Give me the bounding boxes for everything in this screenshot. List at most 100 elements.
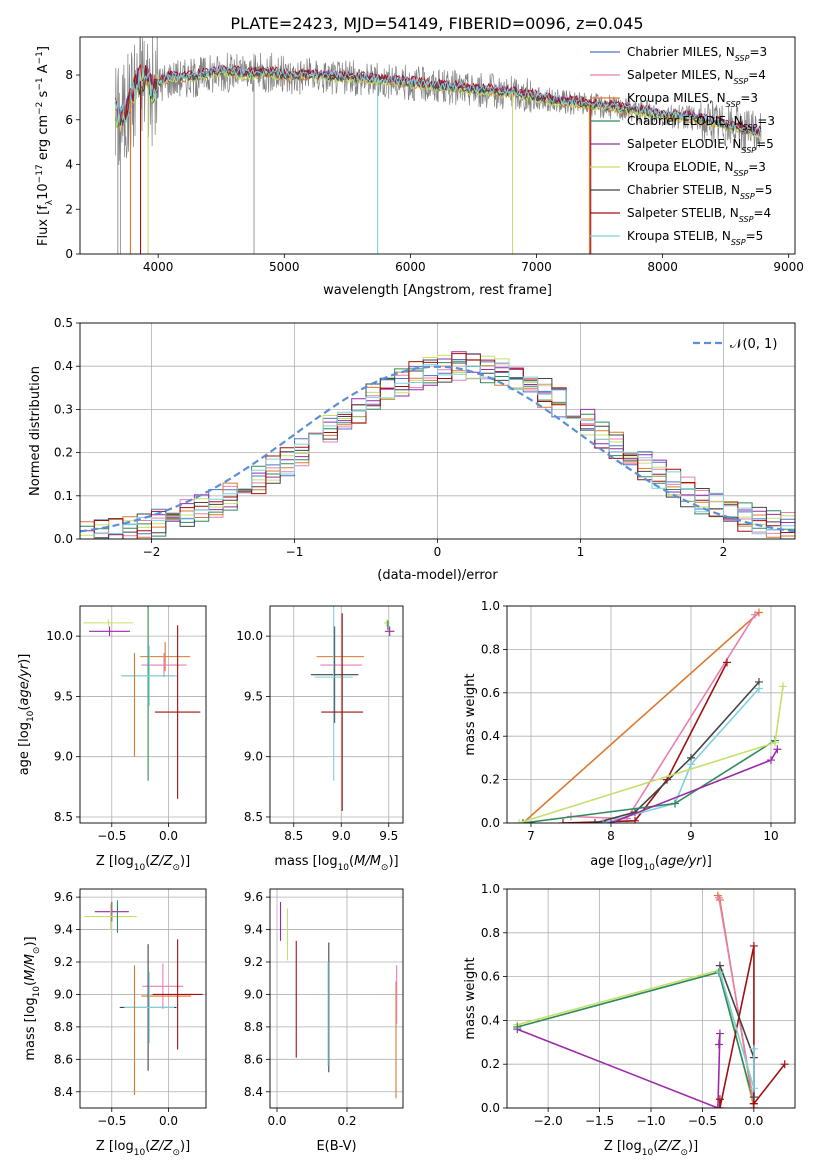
x-axis-label-part: age/yr [660, 854, 703, 869]
x-tick-label: 9000 [773, 260, 804, 274]
x-tick-label: 8000 [647, 260, 678, 274]
x-tick-label: 0.0 [159, 829, 178, 843]
x-axis-label: mass [log10(M/M⊙)] [274, 854, 398, 873]
plot-area [114, 37, 762, 254]
y-axis-label-part: ( [17, 706, 32, 711]
weight-marker [671, 799, 679, 808]
weight-marker [513, 1022, 522, 1031]
x-axis-label-part: ⊙ [381, 863, 389, 873]
y-axis-label: Flux [fλ10−17 erg cm−2 s−1 A−1] [35, 46, 55, 246]
x-tick-label: 9.5 [379, 829, 398, 843]
x-axis-label-part: ( [145, 1139, 150, 1154]
y-tick-label: 9.6 [54, 890, 73, 904]
y-axis-label-part: s [36, 90, 51, 101]
histogram-step [80, 362, 795, 539]
y-axis-label: mass [log10(M/M⊙)] [23, 936, 42, 1060]
weight-line [594, 681, 760, 823]
y-axis-label: mass weight [463, 957, 478, 1039]
weight-line [517, 1028, 721, 1108]
x-axis-label-part: 10 [134, 1148, 146, 1158]
y-axis-label-part: −17 [35, 164, 45, 183]
y-tick-label: 9.0 [244, 987, 263, 1001]
weight-marker [599, 819, 607, 823]
x-tick-label: 5000 [269, 260, 300, 274]
y-axis-label-part: ] [36, 46, 51, 51]
x-axis-label-part: )] [702, 854, 712, 869]
legend-label: Chabrier MILES, N [627, 45, 735, 59]
y-tick-label: 9.0 [54, 750, 73, 764]
y-tick-label: 8.4 [54, 1085, 73, 1099]
legend-label: Chabrier STELIB, N [627, 183, 740, 197]
x-tick-label: 0.0 [159, 1114, 178, 1128]
weight-marker [714, 1040, 723, 1049]
y-tick-label: 9.4 [54, 923, 73, 937]
weight-line [602, 687, 760, 823]
legend-entry: Kroupa MILES, NSSP=3 [627, 91, 758, 109]
x-axis-label-part: 10 [134, 863, 146, 873]
y-axis-label-part: λ [45, 199, 55, 205]
legend-sub: SSP [734, 169, 749, 178]
legend-value: =3 [748, 160, 766, 174]
x-tick-label: −1 [286, 545, 304, 559]
weight-marker [715, 1029, 724, 1038]
x-axis-label: Z [log10(Z/Z⊙)] [96, 854, 190, 873]
y-axis-label-part: )] [17, 654, 32, 664]
y-tick-label: 9.0 [54, 987, 73, 1001]
weight-marker [771, 738, 779, 747]
weight-marker [749, 1084, 758, 1093]
y-axis-label-part: ( [23, 981, 38, 986]
y-tick-label: 9.5 [54, 689, 73, 703]
x-tick-label: 0.0 [267, 1114, 286, 1128]
legend-entry: Kroupa STELIB, NSSP=5 [627, 229, 763, 247]
y-tick-label: 6 [65, 113, 73, 127]
x-tick-label: 0 [434, 545, 442, 559]
x-axis-label-part: )] [180, 1139, 190, 1154]
legend-entry: Chabrier ELODIE, NSSP=3 [627, 114, 775, 132]
legend-sub: SSP [735, 54, 750, 63]
legend-label: Salpeter ELODIE, N [627, 137, 741, 151]
x-tick-label: 0.0 [744, 1114, 763, 1128]
legend-label: Chabrier ELODIE, N [627, 114, 743, 128]
legend-value: =5 [756, 137, 774, 151]
y-axis-label-part: ⊙ [32, 947, 42, 955]
weight-marker [749, 1093, 758, 1102]
axes-frame [506, 605, 796, 824]
axis-layer: −2 −1 0 1 2 0.0 0.1 0.2 0.3 0.4 0.5 (data-model)/er… [28, 316, 796, 583]
x-tick-label: 1 [577, 545, 585, 559]
y-tick-label: 0.8 [481, 642, 500, 656]
weight-marker [755, 684, 763, 693]
legend-value: =5 [746, 229, 764, 243]
x-axis-label-part: 10 [643, 863, 655, 873]
y-tick-label: 8.8 [54, 1020, 73, 1034]
legend-entry: Chabrier STELIB, NSSP=5 [627, 183, 772, 201]
weight-marker [713, 1104, 722, 1108]
axes-frame [269, 605, 404, 824]
x-tick-label: −1.0 [636, 1114, 665, 1128]
legend: 𝒩(0, 1) [693, 337, 777, 352]
x-tick-label: 8 [607, 829, 615, 843]
y-tick-label: 2 [65, 202, 73, 216]
plot-area [515, 608, 787, 823]
x-tick-label: −0.5 [688, 1114, 717, 1128]
legend-entry: Kroupa ELODIE, NSSP=3 [627, 160, 766, 178]
y-tick-label: 0.4 [54, 359, 73, 373]
x-axis-label: (data-model)/error [377, 568, 498, 583]
y-tick-label: 0.0 [54, 532, 73, 546]
y-tick-label: 0.4 [481, 729, 500, 743]
weight-marker [519, 819, 527, 823]
weight-marker [714, 893, 723, 902]
y-tick-label: 9.0 [244, 750, 263, 764]
weight-marker [780, 1060, 789, 1069]
y-axis-label-part: erg cm [36, 115, 51, 164]
x-axis-label: Z [log10(Z/Z⊙)] [604, 1139, 698, 1158]
panel-mass_vs_EBV: 0.0 0.2 8.4 8.6 8.8 9.0 9.2 9.4 9.6 E(B-V) [244, 888, 404, 1154]
axes-frame [79, 605, 207, 824]
model-spectrum-line [114, 65, 762, 136]
y-tick-label: 8.6 [244, 1052, 263, 1066]
y-axis-label-part: −1 [35, 77, 45, 90]
y-tick-label: 0.2 [54, 446, 73, 460]
y-tick-label: 9.6 [244, 890, 263, 904]
x-axis-label-part: Z/Z [657, 1139, 681, 1154]
weight-marker [631, 816, 639, 823]
figure-title: PLATE=2423, MJD=54149, FIBERID=0096, z=0… [230, 14, 643, 33]
